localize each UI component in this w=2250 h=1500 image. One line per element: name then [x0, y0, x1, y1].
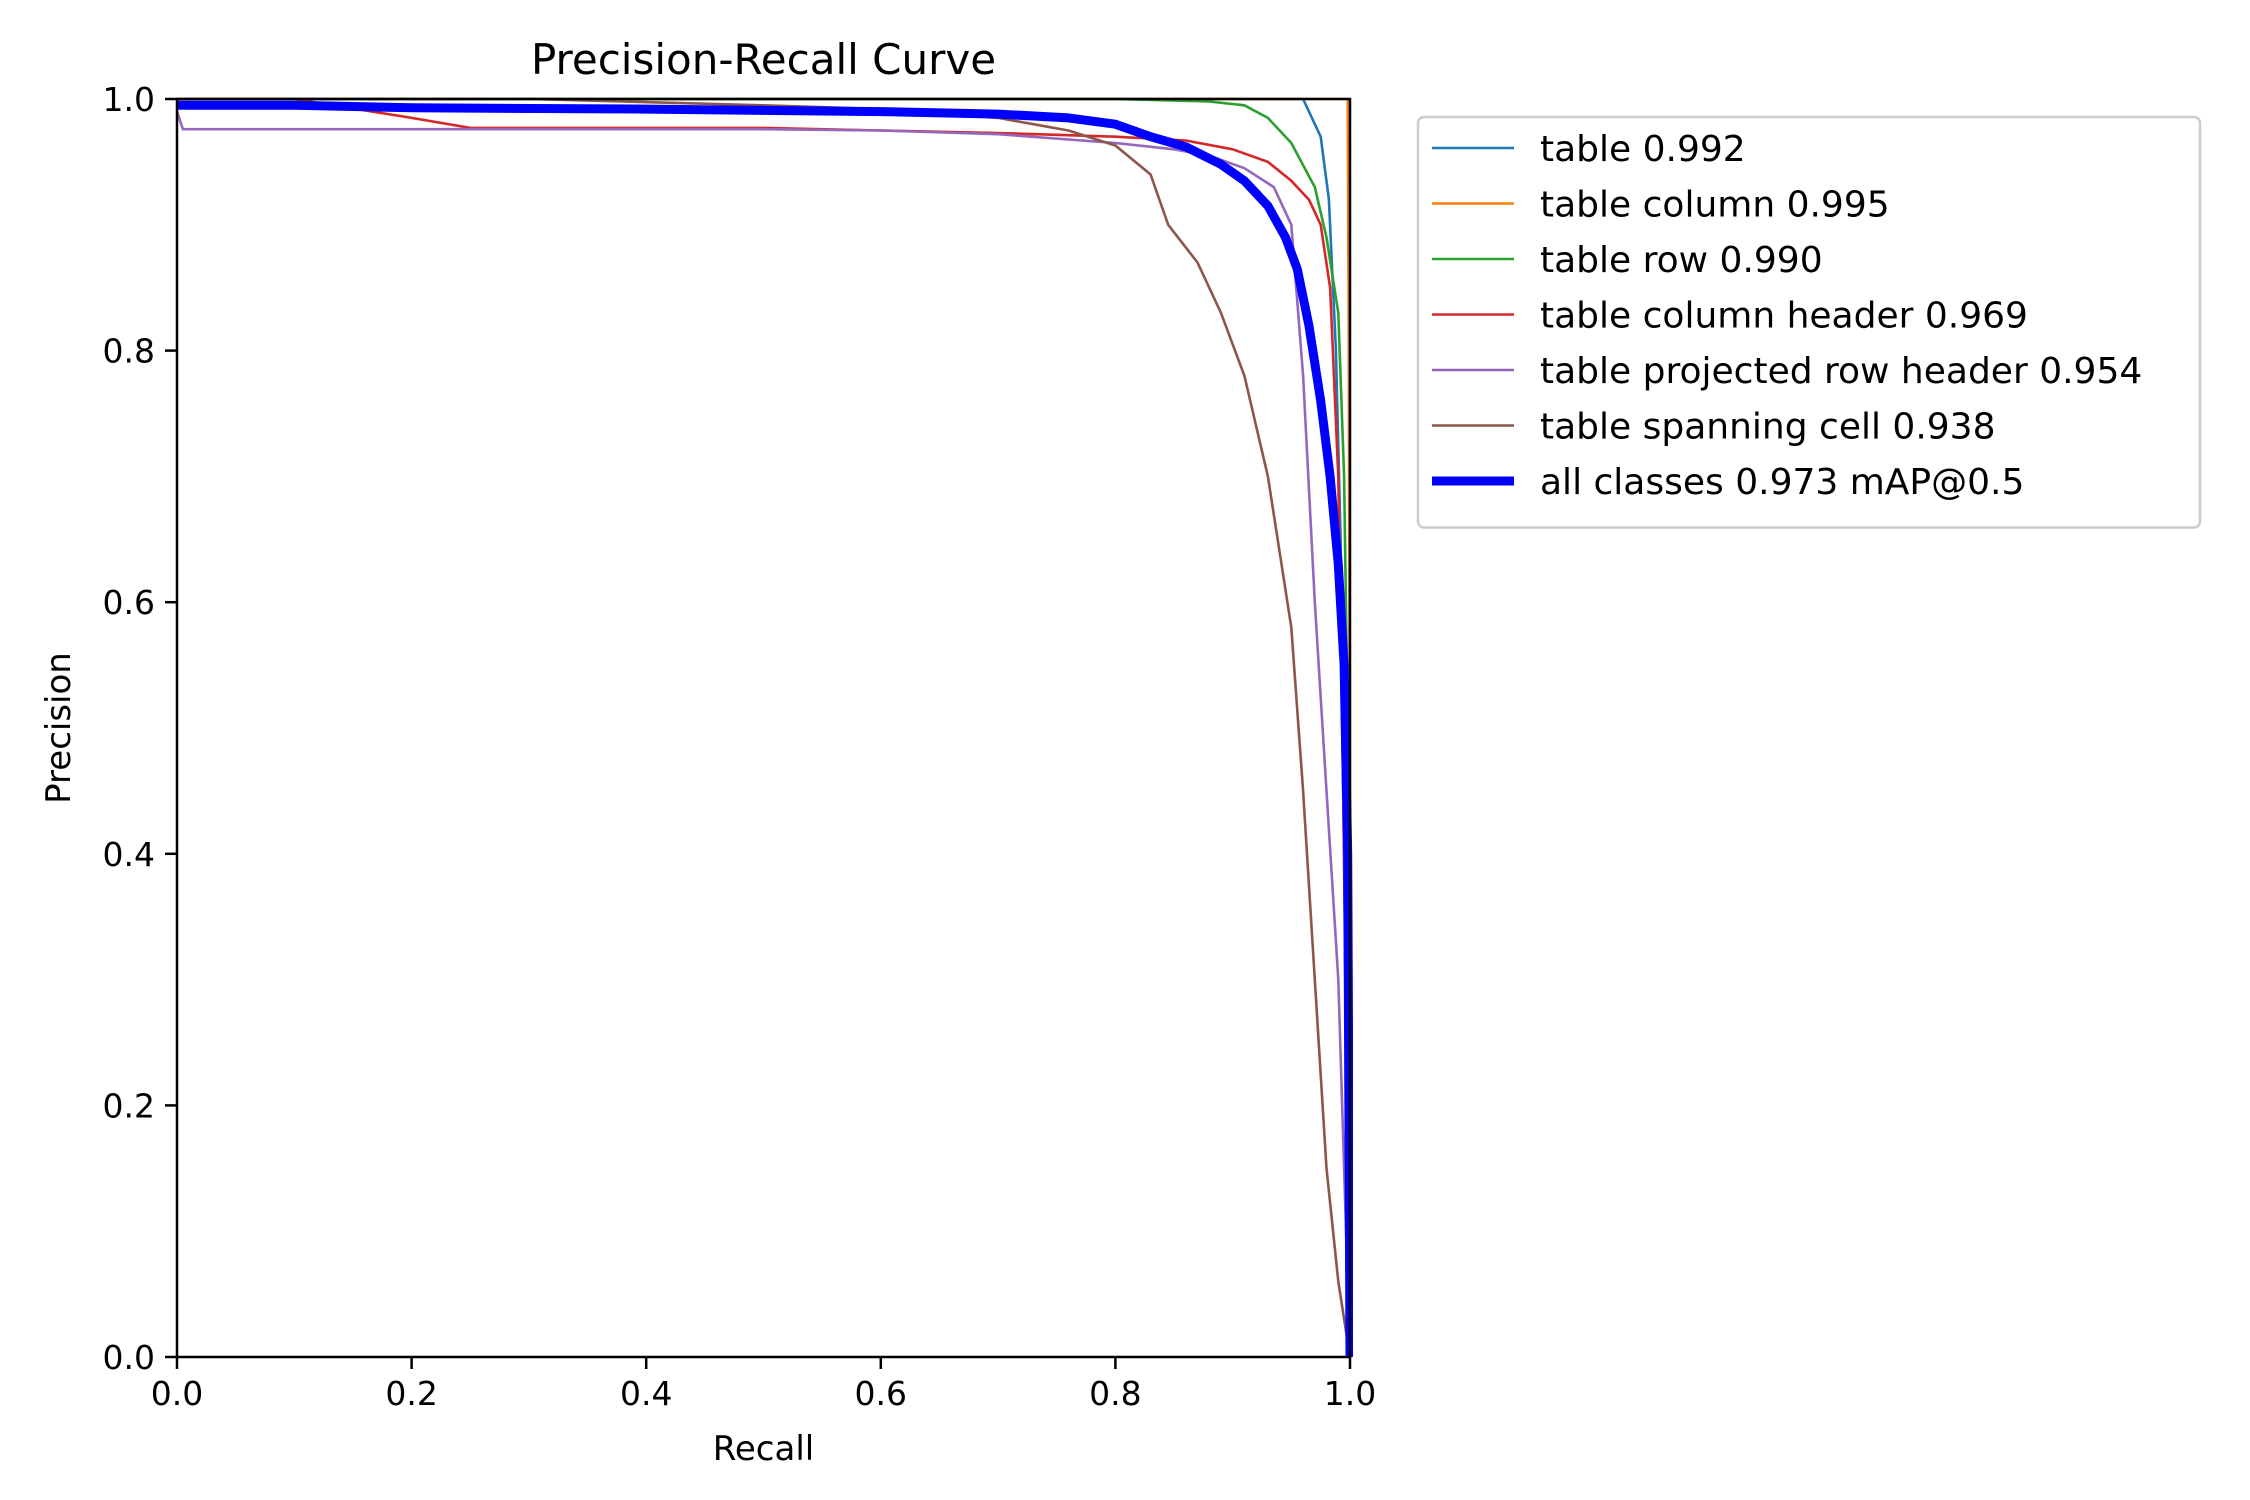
y-tick-label: 0.2 [103, 1086, 155, 1125]
y-axis-label: Precision [39, 652, 79, 804]
legend-item: table column 0.995 [1432, 185, 1890, 226]
y-tick-label: 0.8 [103, 332, 155, 371]
series-line-2 [177, 97, 1352, 1358]
series-line-0 [177, 97, 1352, 1358]
legend-item: table 0.992 [1432, 129, 1746, 170]
y-tick-label: 0.0 [103, 1338, 155, 1377]
y-tick-label: 0.4 [103, 835, 155, 874]
legend-label: all classes 0.973 mAP@0.5 [1540, 462, 2024, 503]
x-tick-label: 0.6 [855, 1374, 907, 1413]
axes-frame [175, 97, 1352, 1359]
x-tick-label: 1.0 [1324, 1374, 1376, 1413]
y-tick-label: 1.0 [103, 80, 155, 119]
legend-item: table spanning cell 0.938 [1432, 407, 1995, 448]
series-line-5 [177, 97, 1352, 1358]
x-tick-label: 0.2 [385, 1374, 437, 1413]
series-line-4 [175, 111, 1352, 1358]
legend-item: table projected row header 0.954 [1432, 351, 2142, 392]
legend-box [1416, 115, 2202, 529]
chart-title: Precision-Recall Curve [531, 35, 996, 84]
legend-item: table row 0.990 [1432, 240, 1823, 281]
legend-label: table row 0.990 [1540, 240, 1823, 281]
legend-item: all classes 0.973 mAP@0.5 [1432, 462, 2024, 503]
series-line-3 [177, 97, 1352, 1358]
legend: table 0.992 table column 0.995 table row 0… [1416, 115, 2202, 529]
series-lines [175, 97, 1353, 1358]
y-axis-ticks: 0.0 0.2 0.4 0.6 0.8 1.0 [103, 80, 177, 1377]
series-line-6 [177, 100, 1353, 1358]
legend-label: table 0.992 [1540, 129, 1746, 170]
x-axis-label: Recall [713, 1429, 814, 1469]
x-tick-label: 0.4 [620, 1374, 672, 1413]
series-line-1 [177, 97, 1352, 1357]
plot-area [175, 97, 1353, 1359]
x-axis-ticks: 0.0 0.2 0.4 0.6 0.8 1.0 [151, 1357, 1376, 1413]
legend-label: table projected row header 0.954 [1540, 351, 2142, 392]
y-tick-label: 0.6 [103, 583, 155, 622]
x-tick-label: 0.8 [1089, 1374, 1141, 1413]
legend-item: table column header 0.969 [1432, 296, 2028, 337]
legend-label: table spanning cell 0.938 [1540, 407, 1995, 448]
legend-label: table column header 0.969 [1540, 296, 2028, 337]
x-tick-label: 0.0 [151, 1374, 203, 1413]
legend-label: table column 0.995 [1540, 185, 1890, 226]
